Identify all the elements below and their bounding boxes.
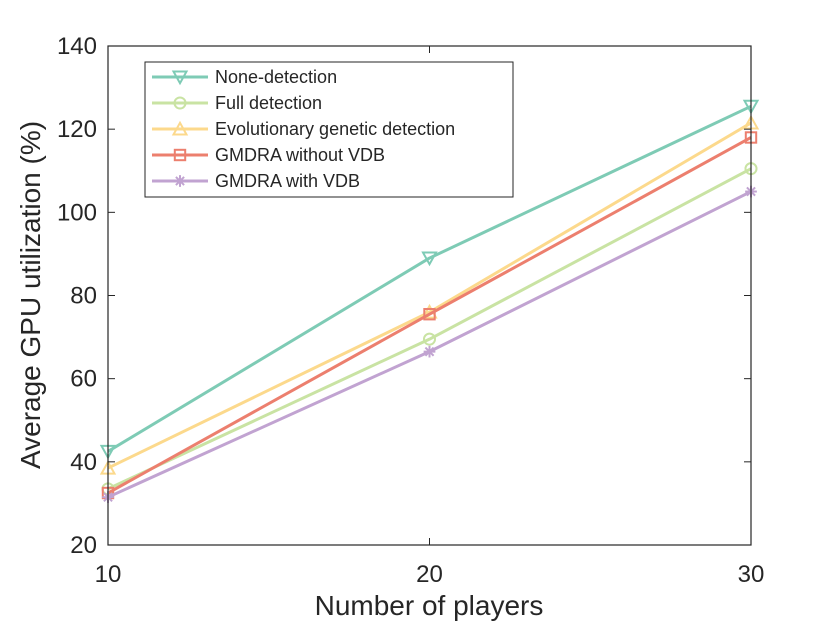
legend-marker: [173, 96, 187, 110]
legend-items: None-detection Full detection Evolutionary…: [152, 67, 455, 191]
series-line: [107, 121, 752, 470]
legend-entry: None-detection: [152, 67, 337, 87]
legend-label: GMDRA without VDB: [215, 145, 385, 165]
axis-ticks: [107, 45, 752, 546]
x-tick-label: 30: [738, 561, 765, 588]
series-layer: [99, 99, 760, 504]
legend: None-detection Full detection Evolutionary…: [144, 61, 514, 198]
legend-entry: Full detection: [152, 93, 322, 113]
data-point: [423, 308, 436, 321]
series-line: [107, 167, 752, 491]
legend-label: GMDRA with VDB: [215, 171, 360, 191]
data-point: [421, 251, 438, 267]
x-axis-title: Number of players: [315, 590, 544, 621]
x-tick-label: 10: [95, 561, 122, 588]
series-line: [107, 136, 752, 495]
y-tick-label: 100: [57, 199, 97, 226]
legend-marker: [174, 175, 186, 187]
y-tick-label: 80: [70, 283, 97, 310]
legend-marker: [173, 148, 187, 162]
y-tick-label: 40: [70, 449, 97, 476]
data-point: [423, 345, 436, 358]
data-point: [422, 332, 437, 346]
legend-label: None-detection: [215, 67, 337, 87]
x-tick-label: 20: [416, 561, 443, 588]
y-tick-label: 140: [57, 33, 97, 60]
y-axis-title: Average GPU utilization (%): [15, 121, 46, 469]
y-tick-label: 120: [57, 116, 97, 143]
y-tick-label: 20: [70, 532, 97, 559]
y-tick-label: 60: [70, 366, 97, 393]
legend-marker: [171, 70, 189, 86]
legend-marker: [171, 120, 189, 136]
series-line: [107, 104, 752, 453]
legend-entry: GMDRA without VDB: [152, 145, 385, 165]
legend-entry: GMDRA with VDB: [152, 171, 360, 191]
legend-entry: Evolutionary genetic detection: [152, 119, 455, 139]
series-2: [101, 162, 758, 496]
legend-label: Full detection: [215, 93, 322, 113]
legend-label: Evolutionary genetic detection: [215, 119, 455, 139]
